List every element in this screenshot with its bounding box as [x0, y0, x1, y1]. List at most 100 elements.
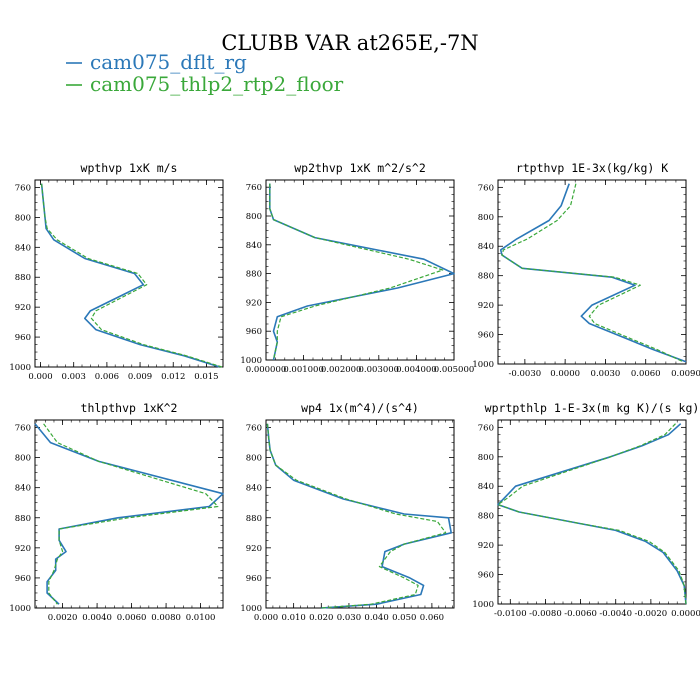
x-tick-label: 0.0060 — [631, 369, 661, 379]
x-tick-label: 0.060 — [420, 613, 444, 623]
panel-2: wp2thvp 1xK m^2/s^2 760 800 840 880 920 960 100… — [240, 161, 474, 375]
x-tick-label: 0.006 — [95, 372, 119, 382]
y-tick-label: 840 — [478, 242, 494, 252]
panel-6: wprtpthlp 1-E-3x(m kg K)/(s kg) 760 800 840… — [472, 401, 700, 619]
series-line-dflt — [268, 183, 455, 361]
y-tick-label: 800 — [478, 453, 494, 463]
panel-title: wpthvp 1xK m/s — [81, 161, 178, 175]
panel-title: wp2thvp 1xK m^2/s^2 — [294, 161, 426, 175]
plot-frame — [265, 179, 455, 361]
x-tick-label: 0.0030 — [591, 369, 621, 379]
x-tick-label: 0.0000 — [550, 369, 580, 379]
y-tick-label: 920 — [15, 544, 31, 554]
x-tick-label: 0.000 — [254, 613, 278, 623]
y-tick-label: 880 — [246, 514, 262, 524]
plot-frame — [34, 179, 224, 368]
x-tick-label: 0.0000 — [671, 609, 700, 619]
y-tick-label: 960 — [478, 571, 494, 581]
legend: cam075_dflt_rg cam075_thlp2_rtp2_floor — [66, 50, 344, 96]
panel-title: wp4 1x(m^4)/(s^4) — [301, 401, 419, 415]
panel-grid: wpthvp 1xK m/s76080084088092096010000.00… — [9, 161, 700, 623]
series-line-dflt — [34, 423, 224, 605]
panel-title: thlpthvp 1xK^2 — [81, 401, 178, 415]
panel-1: wpthvp 1xK m/s76080084088092096010000.00… — [9, 161, 224, 382]
x-tick-label: -0.0040 — [599, 609, 632, 619]
y-tick-label: 1000 — [472, 600, 494, 610]
x-tick-label: 0.003000 — [359, 365, 400, 375]
legend-entry-dflt: cam075_dflt_rg — [66, 50, 247, 74]
y-tick-label: 920 — [246, 298, 262, 308]
y-tick-label: 880 — [15, 273, 31, 283]
panel-title: wprtpthlp 1-E-3x(m kg K)/(s kg) — [485, 401, 700, 415]
y-tick-label: 1000 — [9, 363, 31, 373]
x-tick-label: 0.0020 — [48, 613, 78, 623]
legend-label-floor: cam075_thlp2_rtp2_floor — [90, 72, 344, 96]
x-tick-label: 0.001000 — [283, 365, 324, 375]
series-line-floor — [41, 183, 223, 368]
y-tick-label: 800 — [478, 213, 494, 223]
y-tick-label: 760 — [478, 423, 494, 433]
y-tick-label: 880 — [15, 514, 31, 524]
series-line-dflt — [266, 423, 453, 609]
x-tick-label: 0.015 — [194, 372, 218, 382]
y-tick-label: 1000 — [240, 604, 262, 614]
series-line-floor — [501, 183, 684, 363]
y-tick-label: 1000 — [240, 356, 262, 366]
y-tick-label: 760 — [15, 424, 31, 434]
y-tick-label: 960 — [15, 574, 31, 584]
x-tick-label: 0.0090 — [671, 369, 700, 379]
x-tick-label: 0.0040 — [82, 613, 112, 623]
y-tick-label: 760 — [246, 183, 262, 193]
y-tick-label: 880 — [246, 270, 262, 280]
y-tick-label: 760 — [246, 424, 262, 434]
series-line-floor — [43, 423, 219, 605]
x-tick-label: 0.000000 — [246, 365, 287, 375]
y-tick-label: 800 — [246, 212, 262, 222]
x-tick-label: 0.004000 — [396, 365, 437, 375]
y-tick-label: 960 — [15, 333, 31, 343]
x-tick-label: 0.0100 — [186, 613, 216, 623]
y-tick-label: 760 — [15, 183, 31, 193]
y-tick-label: 880 — [478, 512, 494, 522]
plot-frame — [497, 179, 687, 365]
x-tick-label: 0.012 — [161, 372, 185, 382]
figure-title: CLUBB VAR at265E,-7N — [221, 31, 478, 55]
series-line-floor — [497, 423, 687, 605]
plot-frame — [34, 419, 224, 609]
panel-title: rtpthvp 1E-3x(kg/kg) K — [516, 161, 668, 175]
y-tick-label: 840 — [246, 241, 262, 251]
panel-4: thlpthvp 1xK^2 760 800 840 880 920 960 1000 0.00… — [9, 401, 224, 623]
x-tick-label: 0.005000 — [434, 365, 475, 375]
x-tick-label: 0.030 — [337, 613, 361, 623]
y-tick-label: 920 — [478, 541, 494, 551]
y-tick-label: 920 — [246, 544, 262, 554]
y-tick-label: 840 — [15, 484, 31, 494]
series-line-dflt — [497, 423, 687, 605]
legend-label-dflt: cam075_dflt_rg — [90, 50, 247, 74]
x-tick-label: 0.003 — [62, 372, 86, 382]
y-tick-label: 920 — [15, 303, 31, 313]
y-tick-label: 1000 — [9, 604, 31, 614]
x-tick-label: 0.010 — [281, 613, 305, 623]
y-tick-label: 920 — [478, 301, 494, 311]
x-tick-label: 0.000 — [28, 372, 52, 382]
panel-5: wp4 1x(m^4)/(s^4)76080084088092096010000… — [240, 401, 455, 623]
x-tick-label: 0.002000 — [321, 365, 362, 375]
y-tick-label: 960 — [246, 574, 262, 584]
y-tick-label: 1000 — [472, 360, 494, 370]
series-line-floor — [266, 423, 447, 609]
plot-frame — [497, 419, 687, 605]
x-tick-label: -0.0020 — [635, 609, 668, 619]
x-tick-label: 0.0080 — [151, 613, 181, 623]
x-tick-label: 0.050 — [392, 613, 416, 623]
y-tick-label: 840 — [246, 484, 262, 494]
y-tick-label: 760 — [478, 183, 494, 193]
series-line-dflt — [40, 183, 220, 368]
x-tick-label: -0.0060 — [564, 609, 597, 619]
y-tick-label: 840 — [15, 243, 31, 253]
plot-frame — [265, 419, 455, 609]
y-tick-label: 800 — [15, 454, 31, 464]
y-tick-label: 960 — [478, 331, 494, 341]
y-tick-label: 840 — [478, 482, 494, 492]
y-tick-label: 960 — [246, 327, 262, 337]
